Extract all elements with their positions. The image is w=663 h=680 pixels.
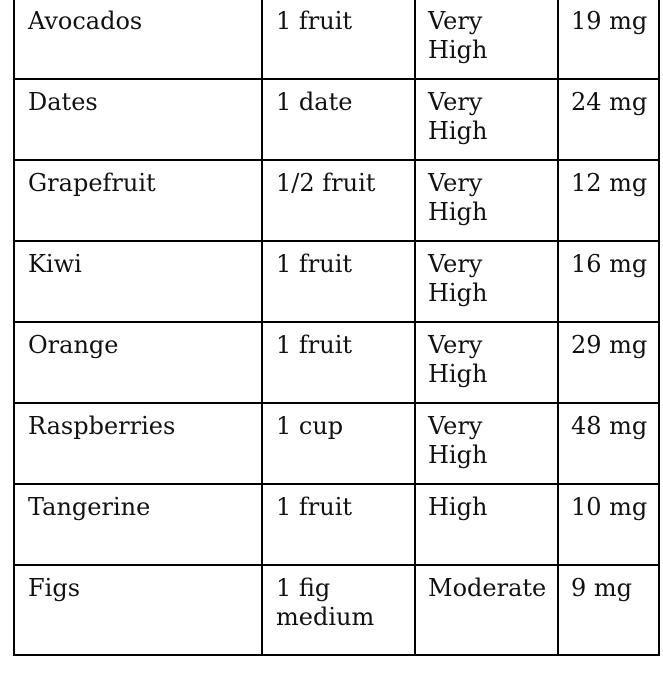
serving-cell: 1 cup bbox=[261, 402, 416, 485]
level-cell: Very High bbox=[414, 0, 559, 80]
amount-cell: 16 mg bbox=[557, 240, 660, 323]
food-cell: Kiwi bbox=[13, 240, 263, 323]
food-cell: Raspberries bbox=[13, 402, 263, 485]
food-cell: Avocados bbox=[13, 0, 263, 80]
level-cell: Very High bbox=[414, 159, 559, 242]
serving-cell: 1/2 fruit bbox=[261, 159, 416, 242]
table-row: Tangerine 1 fruit High 10 mg bbox=[13, 483, 660, 566]
table-row: Grapefruit 1/2 fruit Very High 12 mg bbox=[13, 159, 660, 242]
table-row: Avocados 1 fruit Very High 19 mg bbox=[13, 0, 660, 80]
table-row: Dates 1 date Very High 24 mg bbox=[13, 78, 660, 161]
level-cell: Very High bbox=[414, 402, 559, 485]
food-cell: Figs bbox=[13, 564, 263, 656]
food-cell: Orange bbox=[13, 321, 263, 404]
nutrition-table: Avocados 1 fruit Very High 19 mg Dates 1… bbox=[13, 0, 660, 656]
amount-cell: 24 mg bbox=[557, 78, 660, 161]
food-cell: Dates bbox=[13, 78, 263, 161]
serving-cell: 1 date bbox=[261, 78, 416, 161]
table-row: Raspberries 1 cup Very High 48 mg bbox=[13, 402, 660, 485]
amount-cell: 19 mg bbox=[557, 0, 660, 80]
serving-cell: 1 fruit bbox=[261, 483, 416, 566]
serving-cell: 1 fruit bbox=[261, 321, 416, 404]
amount-cell: 12 mg bbox=[557, 159, 660, 242]
table-row: Figs 1 fig medium Moderate 9 mg bbox=[13, 564, 660, 656]
food-cell: Grapefruit bbox=[13, 159, 263, 242]
serving-cell: 1 fig medium bbox=[261, 564, 416, 656]
level-cell: Very High bbox=[414, 240, 559, 323]
amount-cell: 10 mg bbox=[557, 483, 660, 566]
amount-cell: 9 mg bbox=[557, 564, 660, 656]
serving-cell: 1 fruit bbox=[261, 0, 416, 80]
amount-cell: 48 mg bbox=[557, 402, 660, 485]
level-cell: Very High bbox=[414, 78, 559, 161]
level-cell: High bbox=[414, 483, 559, 566]
level-cell: Moderate bbox=[414, 564, 559, 656]
amount-cell: 29 mg bbox=[557, 321, 660, 404]
table-row: Kiwi 1 fruit Very High 16 mg bbox=[13, 240, 660, 323]
table-row: Orange 1 fruit Very High 29 mg bbox=[13, 321, 660, 404]
food-cell: Tangerine bbox=[13, 483, 263, 566]
serving-cell: 1 fruit bbox=[261, 240, 416, 323]
level-cell: Very High bbox=[414, 321, 559, 404]
